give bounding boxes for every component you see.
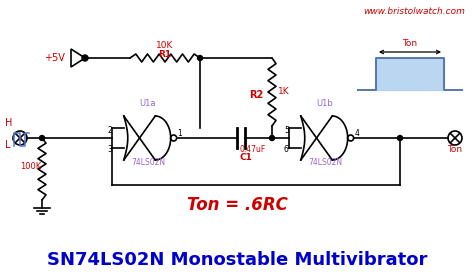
Circle shape [39,135,45,140]
Text: U1a: U1a [140,99,156,108]
Text: Ton = .6RC: Ton = .6RC [187,196,287,214]
Text: 6: 6 [284,145,289,154]
Text: 74LS02N: 74LS02N [131,158,165,167]
Text: 10K: 10K [156,41,173,50]
Text: R2: R2 [249,90,263,100]
Text: H: H [5,118,12,128]
Text: R1: R1 [158,50,172,59]
Text: L: L [5,140,10,150]
Text: 74LS02N: 74LS02N [308,158,342,167]
Circle shape [82,55,88,61]
Text: 2: 2 [107,126,112,135]
Text: 1K: 1K [278,88,290,96]
Text: 3: 3 [107,145,112,154]
Text: 5: 5 [284,126,289,135]
Circle shape [198,56,202,61]
Text: 4: 4 [355,128,360,138]
Circle shape [398,135,402,140]
Text: 0.47uF: 0.47uF [240,145,266,154]
Text: 100K: 100K [20,162,41,171]
Circle shape [270,135,274,140]
Text: Ton: Ton [447,145,463,154]
Text: www.bristolwatch.com: www.bristolwatch.com [363,7,465,16]
Text: +5V: +5V [44,53,65,63]
Text: 1: 1 [178,128,182,138]
Text: SN74LS02N Monostable Multivibrator: SN74LS02N Monostable Multivibrator [47,251,427,269]
Text: C1: C1 [240,153,253,162]
Text: Ton: Ton [402,39,418,48]
Text: U1b: U1b [317,99,333,108]
